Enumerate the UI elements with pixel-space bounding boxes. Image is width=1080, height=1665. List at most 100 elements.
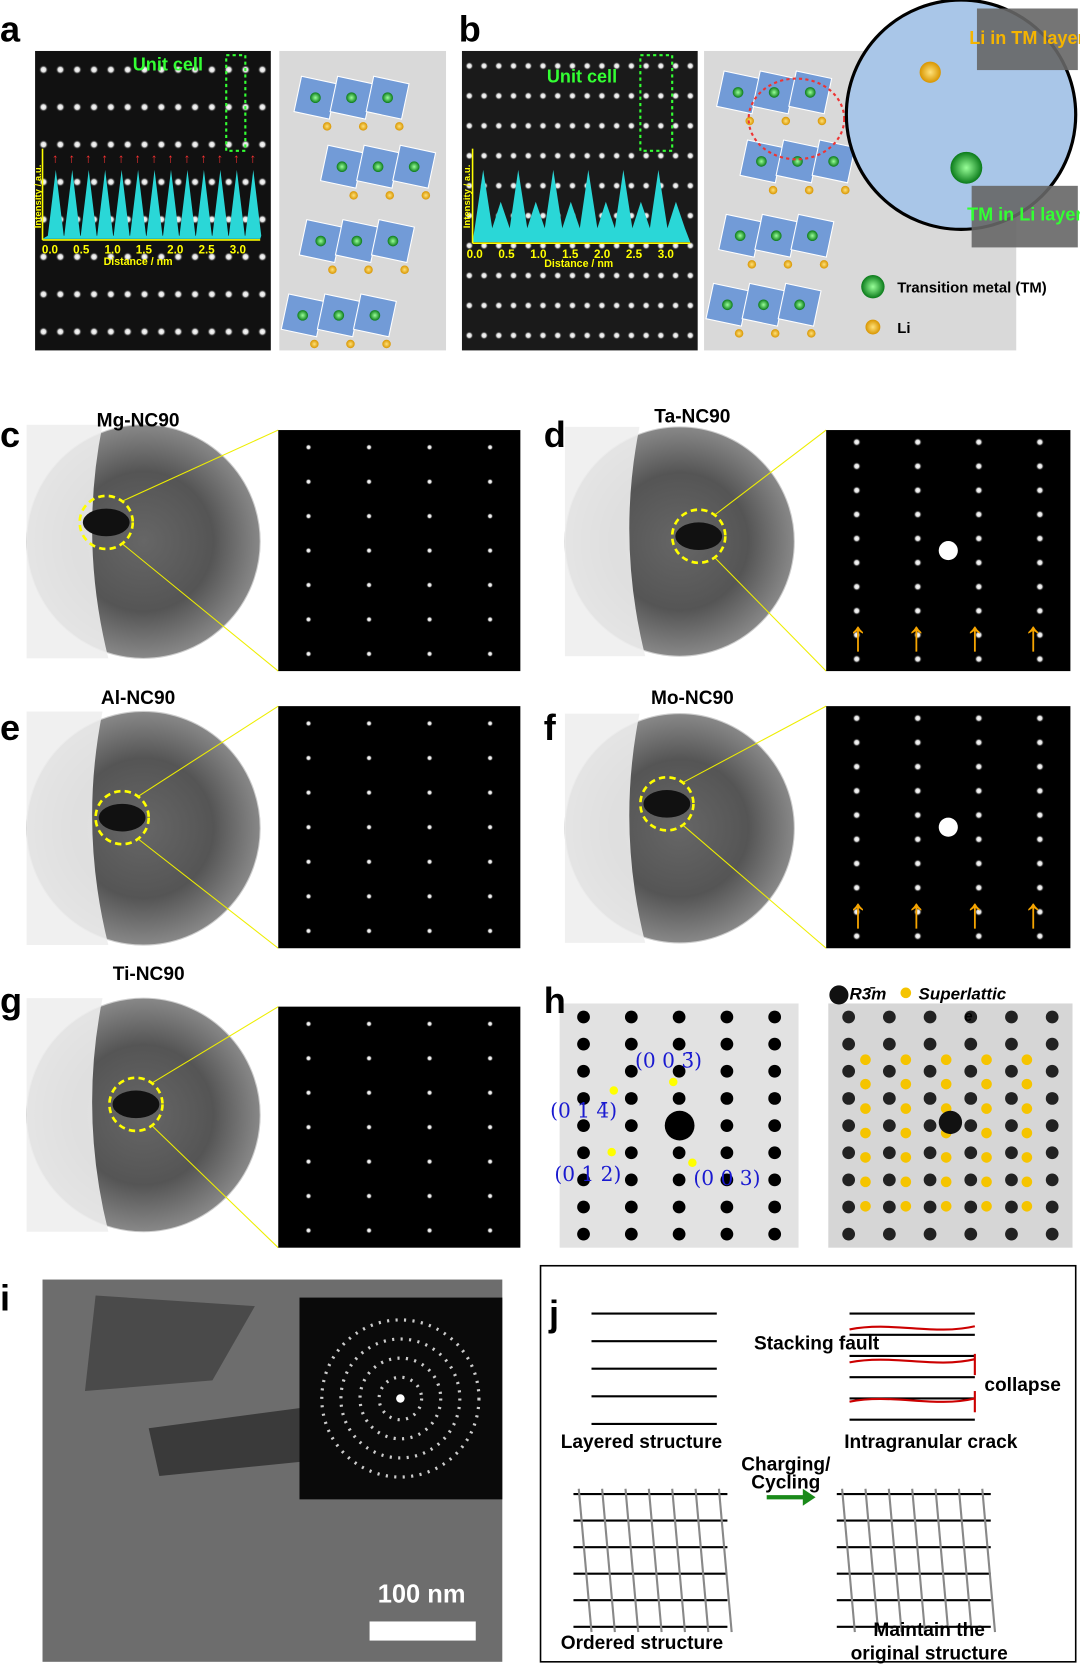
diffraction-spot	[426, 1089, 433, 1096]
atom-column	[190, 326, 200, 337]
diffraction-spot	[1005, 1227, 1018, 1241]
diffraction-spot	[672, 1173, 686, 1187]
li-atom	[804, 185, 814, 195]
crack-line	[849, 1358, 976, 1364]
atom-column	[538, 91, 548, 101]
tm-atom	[732, 87, 744, 98]
diffraction-spot	[1045, 1119, 1059, 1132]
saed-pattern	[278, 1006, 521, 1248]
atom-column	[89, 102, 99, 112]
diffraction-spot	[842, 1037, 856, 1051]
diffraction-spot	[365, 478, 373, 485]
atom-column	[38, 102, 49, 112]
diffraction-spot	[720, 1010, 734, 1024]
li-atom	[865, 319, 881, 335]
atom-column	[612, 271, 621, 280]
atom-column	[686, 91, 695, 101]
atom-column	[465, 151, 474, 161]
x-tick-label: 3.0	[658, 248, 675, 261]
x-tick-label: 1.0	[104, 244, 121, 257]
diffraction-spot	[426, 858, 433, 865]
diffraction-spot	[964, 1119, 978, 1132]
diffraction-spot	[852, 606, 861, 616]
atom-column	[612, 121, 621, 131]
atom-column	[465, 331, 474, 340]
diffraction-spot	[305, 720, 312, 727]
x-tick-label: 0.5	[73, 244, 90, 257]
diffraction-spot	[1005, 1010, 1018, 1024]
diffraction-spot	[486, 1158, 494, 1165]
miller-index: (0 1 4̄)	[550, 1098, 617, 1122]
diffraction-spot	[305, 444, 312, 451]
superlattice-spot	[981, 1054, 992, 1066]
diffraction-spot	[964, 1064, 978, 1078]
superlattice-spot	[900, 1078, 912, 1090]
lattice-line	[694, 1488, 710, 1633]
atom-column	[597, 271, 607, 280]
diffraction-spot	[365, 789, 373, 796]
atom-column	[122, 252, 133, 262]
tm-atom	[369, 310, 381, 321]
diffraction-spot	[486, 1192, 494, 1200]
miller-index: (0 1 2)	[554, 1162, 621, 1186]
diffraction-spot	[852, 582, 861, 591]
atom-column	[671, 331, 680, 340]
diffraction-spot	[768, 1119, 782, 1132]
arrow: ↑	[964, 890, 985, 937]
diffraction-spot	[720, 1173, 734, 1187]
arrow: ↑	[134, 151, 140, 166]
zoom-circle	[78, 494, 135, 551]
diffraction-spot	[305, 824, 312, 831]
atom-column	[524, 271, 533, 280]
diffraction-spot	[974, 510, 984, 519]
zoom-line	[121, 543, 279, 672]
li-atom	[807, 329, 816, 338]
atom-column	[671, 61, 680, 71]
unit-cell-label: Unit cell	[547, 66, 617, 86]
atom-column	[538, 181, 548, 190]
diffraction-spot	[305, 1227, 312, 1234]
atom-column	[597, 181, 607, 190]
arrow: ↑	[69, 151, 75, 166]
sample-title: Ta-NC90	[654, 406, 730, 427]
diffraction-spot	[1035, 654, 1045, 664]
diagram-text: Layered structure	[561, 1432, 722, 1453]
diffraction-spot	[842, 1200, 856, 1214]
atom-column	[686, 151, 695, 161]
atom-column	[207, 102, 217, 112]
diffraction-ring	[358, 1356, 443, 1441]
atom-column	[509, 301, 518, 310]
diffraction-spot	[913, 738, 923, 747]
diffraction-spot	[720, 1200, 734, 1214]
diffraction-spot	[974, 437, 984, 447]
arrow: ↑	[52, 151, 58, 166]
diffraction-spot	[305, 1089, 312, 1096]
atom-column	[524, 181, 533, 190]
diffraction-spot	[1045, 1064, 1059, 1078]
superlattice-spot	[981, 1127, 992, 1139]
atom-column	[89, 252, 99, 262]
diffraction-spot	[852, 534, 861, 543]
diffraction-spot	[974, 907, 984, 917]
atom-column	[122, 177, 133, 187]
zoom-line	[137, 838, 279, 949]
callout-text: TM in Li layer	[967, 204, 1080, 224]
tem-edge	[26, 424, 109, 659]
diffraction-spot	[1035, 558, 1045, 567]
atom-column	[465, 241, 474, 250]
diffraction-spot	[974, 630, 984, 640]
diffraction-spot	[852, 510, 861, 519]
center-spot	[396, 1394, 405, 1403]
atom-column	[223, 252, 234, 262]
panel-label: g	[0, 980, 22, 1021]
diffraction-spot	[426, 789, 433, 796]
atom-column	[553, 91, 562, 101]
diffraction-spot	[1035, 859, 1045, 868]
diffraction-spot	[974, 534, 984, 543]
atom-column	[173, 102, 183, 112]
diffraction-spot	[852, 931, 861, 941]
diffraction-spot	[842, 1092, 856, 1105]
diffraction-spot	[365, 754, 373, 762]
layer: Unit cell ↑ ↑ ↑ ↑ ↑ ↑ ↑ ↑ ↑ ↑ ↑ ↑ ↑ 0.0 0.5 1.0 1.5 2.0 2.5…	[26, 0, 1080, 1664]
atom-column	[568, 61, 577, 71]
